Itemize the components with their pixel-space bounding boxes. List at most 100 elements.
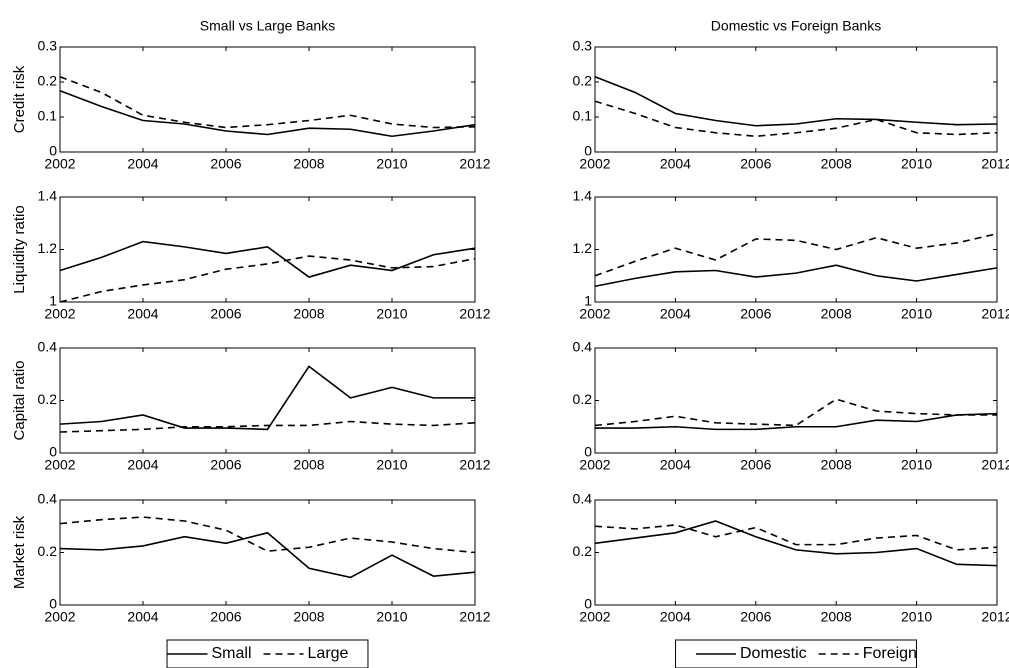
y-tick-label: 0.4	[573, 491, 593, 507]
x-tick-label: 2008	[293, 457, 324, 473]
axes-frame	[59, 46, 476, 153]
x-tick-label: 2006	[740, 457, 771, 473]
y-tick-label: 0.1	[38, 108, 58, 124]
x-tick-label: 2006	[210, 156, 241, 172]
y-tick-label: 1	[584, 293, 592, 309]
data-line	[594, 232, 998, 277]
x-tick-label: 2002	[579, 306, 610, 322]
x-tick-label: 2002	[44, 457, 75, 473]
x-tick-label: 2008	[293, 609, 324, 625]
data-line	[594, 520, 998, 567]
legend-label: Large	[308, 645, 349, 662]
y-tick-label: 0.2	[38, 391, 58, 407]
data-line	[59, 516, 476, 554]
x-tick-label: 2012	[981, 609, 1009, 625]
x-tick-label: 2012	[981, 457, 1009, 473]
x-tick-label: 2008	[821, 457, 852, 473]
data-line	[59, 420, 476, 433]
x-tick-label: 2012	[459, 306, 490, 322]
x-tick-label: 2006	[740, 609, 771, 625]
x-tick-label: 2004	[660, 156, 691, 172]
legend-label: Foreign	[863, 645, 917, 662]
x-tick-label: 2010	[376, 609, 407, 625]
x-tick-label: 2002	[579, 609, 610, 625]
y-tick-label: 0	[584, 596, 592, 612]
x-tick-label: 2004	[127, 457, 158, 473]
x-tick-label: 2006	[740, 156, 771, 172]
y-tick-label: 0	[584, 143, 592, 159]
y-tick-label: 0.3	[573, 38, 593, 54]
data-line	[594, 398, 997, 427]
y-tick-label: 1.2	[38, 240, 58, 256]
x-tick-label: 2012	[459, 156, 490, 172]
y-tick-label: 0.4	[38, 339, 58, 355]
axes-frame	[59, 499, 476, 606]
x-tick-label: 2002	[44, 156, 75, 172]
data-line	[59, 365, 475, 431]
legend: Small Large	[166, 639, 369, 668]
x-tick-label: 2012	[981, 156, 1009, 172]
legend: Domestic Foreign	[675, 639, 917, 668]
y-tick-label: 1.4	[573, 188, 593, 204]
y-tick-label: 0	[49, 143, 57, 159]
legend-label: Domestic	[740, 645, 807, 662]
y-axis-label: Liquidity ratio	[11, 205, 28, 293]
data-line	[59, 76, 476, 129]
y-tick-label: 0.2	[573, 543, 593, 559]
x-tick-label: 2006	[740, 306, 771, 322]
panel-title: Small vs Large Banks	[200, 18, 335, 34]
y-tick-label: 1.2	[573, 240, 593, 256]
x-tick-label: 2010	[376, 457, 407, 473]
x-tick-label: 2004	[127, 306, 158, 322]
data-line	[594, 524, 998, 551]
x-tick-label: 2004	[127, 156, 158, 172]
x-tick-label: 2002	[44, 306, 75, 322]
x-tick-label: 2002	[44, 609, 75, 625]
x-tick-label: 2002	[579, 457, 610, 473]
y-axis-label: Capital ratio	[11, 360, 28, 440]
data-line	[594, 100, 998, 138]
y-tick-label: 0	[49, 444, 57, 460]
axes-frame	[594, 196, 998, 303]
x-tick-label: 2006	[210, 306, 241, 322]
y-tick-label: 0.1	[573, 108, 593, 124]
panel-title: Domestic vs Foreign Banks	[711, 18, 881, 34]
y-tick-label: 0	[584, 444, 592, 460]
x-tick-label: 2002	[579, 156, 610, 172]
axes-frame	[594, 499, 998, 606]
y-tick-label: 0.2	[573, 73, 593, 89]
x-tick-label: 2008	[293, 156, 324, 172]
x-tick-label: 2006	[210, 609, 241, 625]
x-tick-label: 2010	[901, 156, 932, 172]
x-tick-label: 2008	[821, 609, 852, 625]
x-tick-label: 2004	[127, 609, 158, 625]
legend-label: Small	[212, 645, 252, 662]
x-tick-label: 2012	[459, 609, 490, 625]
y-tick-label: 0	[49, 596, 57, 612]
data-line	[59, 90, 476, 138]
y-tick-label: 0.4	[573, 339, 593, 355]
y-tick-label: 1	[49, 293, 57, 309]
data-line	[59, 531, 476, 579]
y-tick-label: 0.2	[573, 391, 593, 407]
y-tick-label: 0.4	[38, 491, 58, 507]
y-tick-label: 0.2	[38, 543, 58, 559]
y-axis-label: Market risk	[11, 515, 28, 589]
axes-frame	[594, 46, 998, 153]
axes-frame	[594, 347, 998, 454]
x-tick-label: 2008	[293, 306, 324, 322]
x-tick-label: 2004	[660, 457, 691, 473]
y-axis-label: Credit risk	[11, 65, 28, 133]
x-tick-label: 2004	[660, 609, 691, 625]
data-line	[59, 255, 476, 303]
x-tick-label: 2006	[210, 457, 241, 473]
data-line	[595, 412, 998, 431]
data-line	[59, 240, 476, 278]
data-line	[594, 264, 998, 288]
x-tick-label: 2008	[821, 306, 852, 322]
y-tick-label: 1.4	[38, 188, 58, 204]
y-tick-label: 0.3	[38, 38, 58, 54]
x-tick-label: 2010	[901, 457, 932, 473]
x-tick-label: 2010	[901, 609, 932, 625]
